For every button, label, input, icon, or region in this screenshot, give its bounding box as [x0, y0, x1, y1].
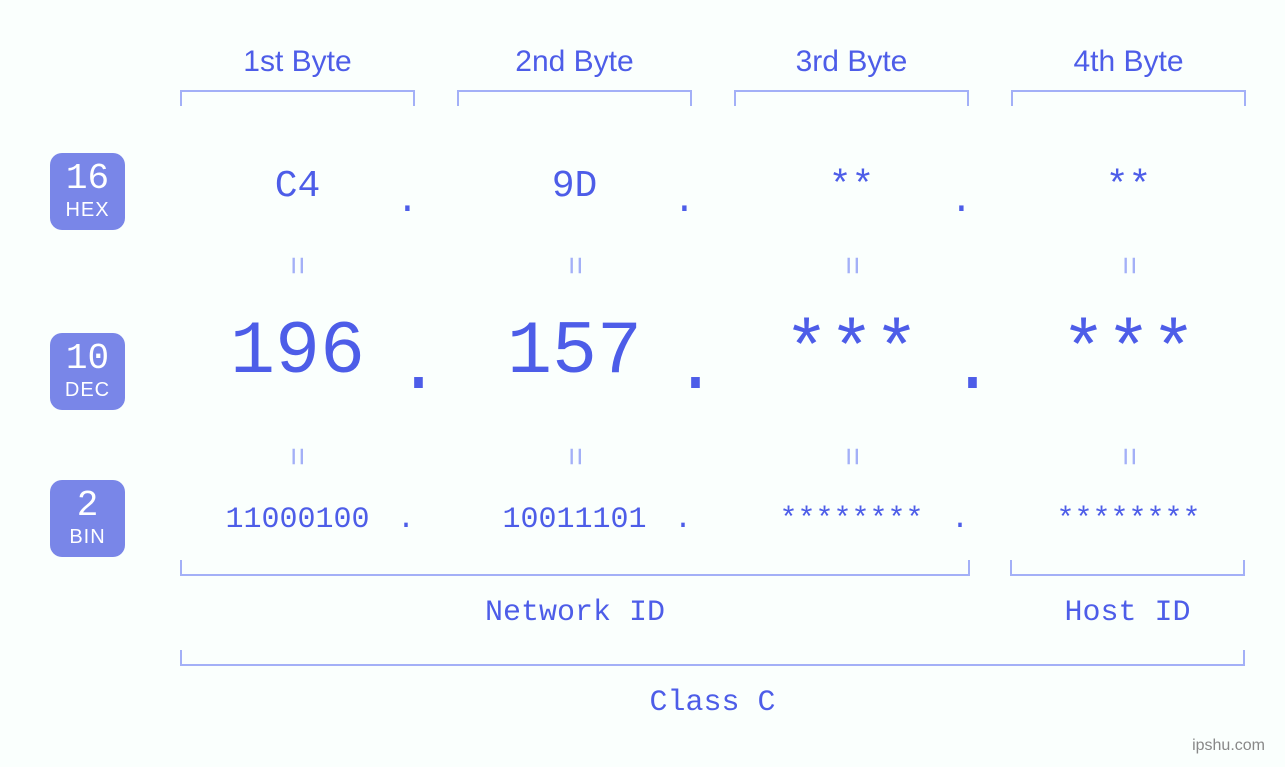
hex-byte-3: ** — [734, 165, 969, 208]
byte-label-2: 2nd Byte — [457, 45, 692, 79]
equals-1-2: = — [555, 256, 592, 275]
bin-dot-2: . — [673, 503, 693, 537]
hex-base-name: HEX — [50, 199, 125, 222]
equals-2-1: = — [277, 447, 314, 466]
bin-base-name: BIN — [50, 526, 125, 549]
host-id-bracket — [1010, 560, 1245, 576]
dec-dot-3: . — [950, 326, 970, 411]
equals-1-4: = — [1109, 256, 1146, 275]
equals-1-3: = — [832, 256, 869, 275]
hex-dot-1: . — [396, 180, 416, 223]
host-id-label: Host ID — [1010, 596, 1245, 630]
network-id-bracket — [180, 560, 970, 576]
top-bracket-4 — [1011, 90, 1246, 106]
bin-badge: 2 BIN — [50, 480, 125, 557]
bin-dot-1: . — [396, 503, 416, 537]
dec-dot-1: . — [396, 326, 416, 411]
hex-badge: 16 HEX — [50, 153, 125, 230]
dec-badge: 10 DEC — [50, 333, 125, 410]
dec-byte-4: *** — [1011, 310, 1246, 395]
equals-2-4: = — [1109, 447, 1146, 466]
dec-base-name: DEC — [50, 379, 125, 402]
bin-byte-4: ******** — [1011, 503, 1246, 537]
bin-dot-3: . — [950, 503, 970, 537]
byte-label-1: 1st Byte — [180, 45, 415, 79]
equals-1-1: = — [277, 256, 314, 275]
dec-byte-1: 196 — [180, 310, 415, 395]
network-id-label: Network ID — [180, 596, 970, 630]
hex-base-number: 16 — [50, 161, 125, 197]
ip-diagram: 1st Byte 2nd Byte 3rd Byte 4th Byte 16 H… — [0, 0, 1285, 767]
bin-byte-2: 10011101 — [457, 503, 692, 537]
hex-byte-2: 9D — [457, 165, 692, 208]
hex-dot-2: . — [673, 180, 693, 223]
dec-dot-2: . — [673, 326, 693, 411]
top-bracket-1 — [180, 90, 415, 106]
dec-byte-2: 157 — [457, 310, 692, 395]
hex-byte-1: C4 — [180, 165, 415, 208]
bin-byte-3: ******** — [734, 503, 969, 537]
bin-base-number: 2 — [50, 488, 125, 524]
top-bracket-2 — [457, 90, 692, 106]
class-label: Class C — [180, 686, 1245, 720]
byte-label-3: 3rd Byte — [734, 45, 969, 79]
bin-byte-1: 11000100 — [180, 503, 415, 537]
top-bracket-3 — [734, 90, 969, 106]
hex-dot-3: . — [950, 180, 970, 223]
equals-2-3: = — [832, 447, 869, 466]
byte-label-4: 4th Byte — [1011, 45, 1246, 79]
watermark: ipshu.com — [1192, 737, 1265, 755]
equals-2-2: = — [555, 447, 592, 466]
dec-byte-3: *** — [734, 310, 969, 395]
hex-byte-4: ** — [1011, 165, 1246, 208]
class-bracket — [180, 650, 1245, 666]
dec-base-number: 10 — [50, 341, 125, 377]
